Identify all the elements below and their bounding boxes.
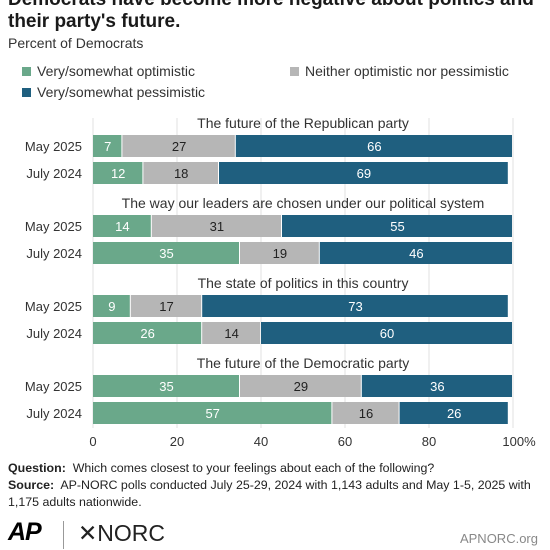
data-label: 31 xyxy=(210,219,224,234)
bar-segment-neither xyxy=(151,215,281,237)
question-note: Question: Which comes closest to your fe… xyxy=(8,460,544,477)
data-label: 35 xyxy=(159,379,173,394)
x-tick-label: 20 xyxy=(170,434,184,449)
data-label: 36 xyxy=(430,379,444,394)
source-text: AP-NORC polls conducted July 25-29, 2024… xyxy=(8,478,531,509)
legend-item-optimistic: Very/somewhat optimistic xyxy=(22,63,195,79)
bar-segment-optimistic xyxy=(93,135,122,157)
bar-segment-neither xyxy=(332,402,399,424)
data-label: 19 xyxy=(273,246,287,261)
data-label: 66 xyxy=(367,139,381,154)
bar-segment-neither xyxy=(240,375,361,397)
bar-segment-pessimistic xyxy=(361,375,512,397)
norc-logo: ✕NORC xyxy=(78,520,165,546)
bar-segment-neither xyxy=(202,322,260,344)
bar-segment-optimistic xyxy=(93,322,202,344)
data-label: 9 xyxy=(108,299,115,314)
data-label: 14 xyxy=(115,219,129,234)
bar-segment-neither xyxy=(122,135,235,157)
row-label: July 2024 xyxy=(26,326,82,341)
bar-segment-pessimistic xyxy=(261,322,512,344)
data-label: 26 xyxy=(140,326,154,341)
data-label: 55 xyxy=(390,219,404,234)
legend-item-neither: Neither optimistic nor pessimistic xyxy=(290,63,509,79)
legend-swatch-pessimistic xyxy=(22,88,31,97)
row-label: May 2025 xyxy=(25,379,82,394)
data-label: 57 xyxy=(205,406,219,421)
question-label: Question: xyxy=(8,461,66,475)
bar-segment-neither xyxy=(130,295,202,317)
row-label: July 2024 xyxy=(26,406,82,421)
data-label: 14 xyxy=(224,326,238,341)
bar-segment-neither xyxy=(240,242,319,264)
bar-segment-pessimistic xyxy=(319,242,512,264)
logo-divider xyxy=(63,521,64,549)
data-label: 27 xyxy=(172,139,186,154)
data-label: 12 xyxy=(111,166,125,181)
group-title: The future of the Republican party xyxy=(197,115,409,131)
row-label: May 2025 xyxy=(25,299,82,314)
source-label: Source: xyxy=(8,478,55,492)
group-title: The future of the Democratic party xyxy=(197,355,409,371)
data-label: 26 xyxy=(447,406,461,421)
data-label: 7 xyxy=(104,139,111,154)
bar-segment-pessimistic xyxy=(235,135,513,157)
row-label: July 2024 xyxy=(26,166,82,181)
data-label: 46 xyxy=(409,246,423,261)
data-label: 29 xyxy=(294,379,308,394)
legend-label-neither: Neither optimistic nor pessimistic xyxy=(305,63,509,79)
bar-segment-optimistic xyxy=(93,402,332,424)
source-note: Source: AP-NORC polls conducted July 25-… xyxy=(8,477,544,511)
bar-segment-pessimistic xyxy=(219,162,508,184)
legend-swatch-optimistic xyxy=(22,67,31,76)
x-tick-label: 0 xyxy=(89,434,96,449)
data-label: 18 xyxy=(174,166,188,181)
row-label: May 2025 xyxy=(25,219,82,234)
data-label: 73 xyxy=(348,299,362,314)
legend-label-pessimistic: Very/somewhat pessimistic xyxy=(37,84,206,100)
data-label: 35 xyxy=(159,246,173,261)
row-label: May 2025 xyxy=(25,139,82,154)
chart-subtitle: Percent of Democrats xyxy=(8,35,144,51)
site-url-link[interactable]: APNORC.org xyxy=(459,531,538,546)
chart-title: Democrats have become more negative abou… xyxy=(8,0,534,32)
bar-segment-optimistic xyxy=(93,295,130,317)
bar-segment-neither xyxy=(143,162,218,184)
x-tick-label: 100% xyxy=(502,434,536,449)
group-title: The state of politics in this country xyxy=(198,275,409,291)
data-label: 16 xyxy=(359,406,373,421)
x-tick-label: 80 xyxy=(422,434,436,449)
stacked-bar-chart: The future of the Republican party May 20… xyxy=(25,115,536,449)
x-tick-label: 60 xyxy=(338,434,352,449)
question-text: Which comes closest to your feelings abo… xyxy=(72,461,435,475)
chart-footer: Question: Which comes closest to your fe… xyxy=(8,460,544,511)
group-title: The way our leaders are chosen under our… xyxy=(122,195,485,211)
legend-item-pessimistic: Very/somewhat pessimistic xyxy=(22,84,205,100)
data-label: 60 xyxy=(380,326,394,341)
legend-label-optimistic: Very/somewhat optimistic xyxy=(37,63,195,79)
bar-segment-pessimistic xyxy=(399,402,508,424)
bar-segment-optimistic xyxy=(93,375,239,397)
x-tick-label: 40 xyxy=(254,434,268,449)
bar-segment-optimistic xyxy=(93,162,143,184)
legend-swatch-neither xyxy=(290,67,299,76)
ap-logo: AP xyxy=(8,518,42,546)
data-label: 17 xyxy=(159,299,173,314)
bar-segment-optimistic xyxy=(93,215,151,237)
data-label: 69 xyxy=(357,166,371,181)
bar-segment-optimistic xyxy=(93,242,239,264)
bar-segment-pessimistic xyxy=(202,295,508,317)
bar-segment-pessimistic xyxy=(282,215,512,237)
row-label: July 2024 xyxy=(26,246,82,261)
